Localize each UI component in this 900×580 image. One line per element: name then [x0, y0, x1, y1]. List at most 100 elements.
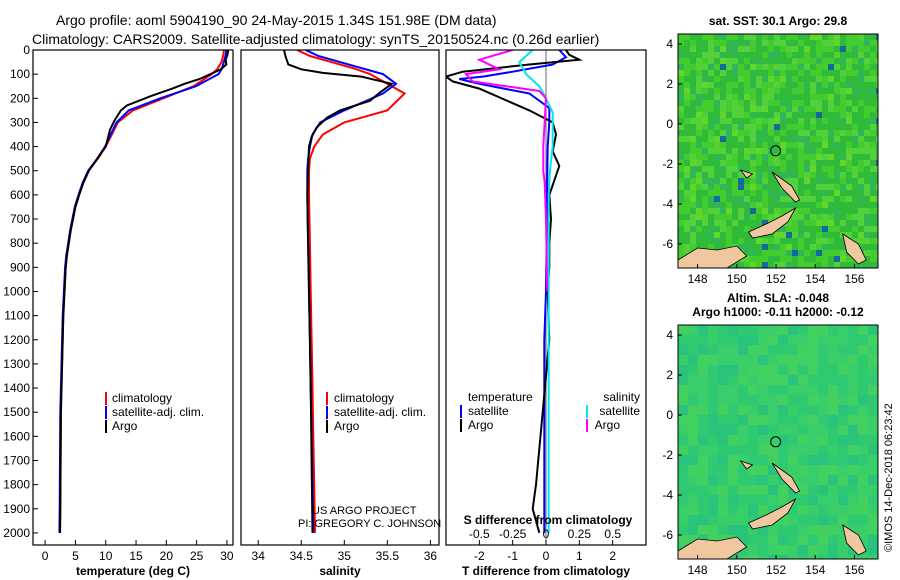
map-cell — [864, 244, 870, 250]
sla-map-frame — [677, 324, 879, 560]
map-cell — [822, 190, 828, 196]
map-cell — [798, 214, 804, 220]
map-cell — [788, 495, 798, 505]
map-cell — [708, 425, 718, 435]
legend-climatology: climatology — [112, 391, 172, 405]
map-cell — [816, 262, 822, 268]
map-cell — [768, 262, 774, 268]
map-cell — [718, 355, 728, 365]
map-cell — [780, 160, 786, 166]
map-cell — [858, 555, 868, 559]
map-cell — [762, 76, 768, 82]
map-cell — [822, 130, 828, 136]
map-cell — [810, 118, 816, 124]
map-cell — [868, 465, 878, 475]
map-cell — [810, 46, 816, 52]
map-cell — [750, 82, 756, 88]
map-cell — [756, 172, 762, 178]
map-cell — [684, 160, 690, 166]
map-cell — [738, 355, 748, 365]
map-cell — [822, 220, 828, 226]
map-cell — [810, 238, 816, 244]
map-cell — [738, 88, 744, 94]
depth-tick-label: 800 — [10, 236, 30, 250]
map-cell — [732, 100, 738, 106]
map-cell — [708, 202, 714, 208]
map-cell — [744, 76, 750, 82]
map-cell — [728, 405, 738, 415]
map-cell — [690, 34, 696, 40]
map-cell — [810, 34, 816, 40]
map-cell — [732, 64, 738, 70]
map-cell — [870, 100, 876, 106]
map-cell — [698, 395, 708, 405]
map-cell — [768, 76, 774, 82]
map-cell — [774, 82, 780, 88]
map-cell — [714, 100, 720, 106]
map-cell — [762, 112, 768, 118]
map-cell — [774, 124, 780, 130]
map-cell — [798, 435, 808, 445]
map-cell — [834, 262, 840, 268]
map-cell — [876, 244, 878, 250]
map-cell — [690, 148, 696, 154]
map-cell — [816, 130, 822, 136]
map-cell — [828, 70, 834, 76]
map-cell — [876, 130, 878, 136]
map-cell — [834, 88, 840, 94]
s-tick-label: 0.25 — [568, 527, 592, 541]
map-cell — [838, 335, 848, 345]
map-cell — [732, 82, 738, 88]
map-cell — [858, 465, 868, 475]
map-cell — [708, 244, 714, 250]
map-cell — [714, 64, 720, 70]
map-cell — [868, 435, 878, 445]
map-cell — [786, 232, 792, 238]
map-cell — [762, 196, 768, 202]
map-cell — [798, 365, 808, 375]
map-cell — [738, 220, 744, 226]
map-cell — [804, 256, 810, 262]
map-cell — [822, 124, 828, 130]
map-cell — [728, 345, 738, 355]
map-cell — [788, 415, 798, 425]
map-cell — [718, 415, 728, 425]
map-cell — [678, 226, 684, 232]
map-cell — [696, 232, 702, 238]
map-cell — [816, 226, 822, 232]
map-cell — [798, 166, 804, 172]
map-cell — [678, 64, 684, 70]
map-cell — [708, 58, 714, 64]
map-cell — [774, 142, 780, 148]
map-cell — [756, 76, 762, 82]
map-cell — [738, 325, 748, 335]
map-cell — [804, 190, 810, 196]
map-cell — [768, 244, 774, 250]
map-cell — [748, 395, 758, 405]
argo-position-marker — [770, 145, 782, 157]
map-cell — [732, 208, 738, 214]
map-cell — [744, 256, 750, 262]
map-cell — [696, 148, 702, 154]
map-cell — [738, 525, 748, 535]
map-cell — [678, 142, 684, 148]
map-cell — [708, 445, 718, 455]
map-cell — [818, 435, 828, 445]
map-cell — [868, 495, 878, 505]
map-cell — [738, 82, 744, 88]
map-cell — [870, 34, 876, 40]
map-cell — [750, 136, 756, 142]
map-cell — [864, 154, 870, 160]
map-cell — [838, 515, 848, 525]
map-cell — [688, 335, 698, 345]
map-cell — [876, 88, 878, 94]
map-cell — [828, 515, 838, 525]
map-cell — [786, 172, 792, 178]
map-cell — [818, 545, 828, 555]
map-cell — [846, 94, 852, 100]
map-cell — [858, 395, 868, 405]
map-cell — [868, 555, 878, 559]
map-cell — [818, 335, 828, 345]
map-cell — [834, 130, 840, 136]
